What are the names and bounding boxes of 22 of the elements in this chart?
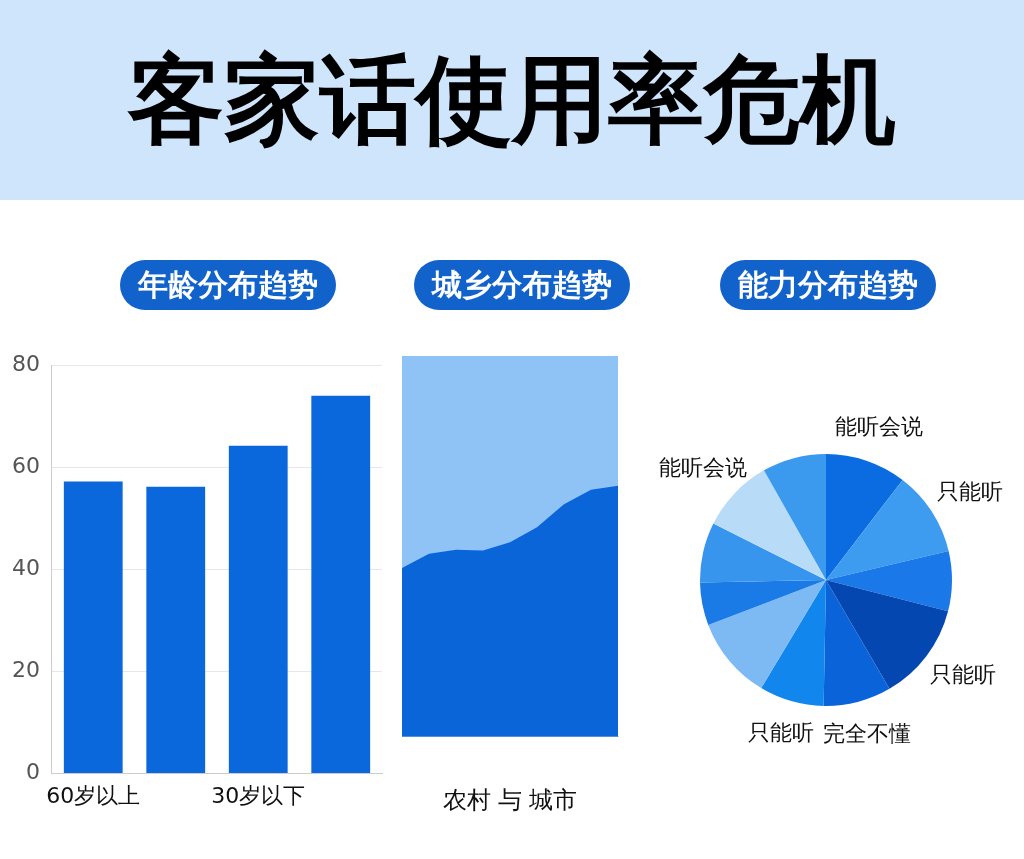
- x-tick-label: 30岁以下: [211, 782, 306, 808]
- y-tick-label: 80: [11, 350, 40, 376]
- bar: [311, 395, 371, 774]
- chart-subtitle: 城乡分布趋势: [414, 260, 630, 310]
- bar: [63, 481, 123, 774]
- bar: [146, 486, 206, 774]
- chart-subtitle: 能力分布趋势: [720, 260, 936, 310]
- slice-label: 完全不懂: [823, 720, 912, 746]
- slice-label: 只能听: [747, 719, 814, 745]
- x-axis-title: 农村 与 城市: [443, 786, 577, 814]
- slice-label: 只能听: [929, 662, 996, 688]
- chart-subtitle: 年龄分布趋势: [120, 260, 336, 310]
- slice-label: 能听会说: [834, 414, 923, 440]
- y-tick-label: 60: [11, 453, 40, 479]
- slice-label: 能听会说: [658, 455, 747, 481]
- bar: [228, 445, 288, 774]
- y-tick-label: 40: [11, 555, 40, 581]
- x-tick-label: 60岁以上: [46, 782, 141, 808]
- chart-title: 客家话使用率危机: [126, 43, 897, 158]
- slice-label: 只能听: [937, 478, 1004, 504]
- y-tick-label: 0: [25, 759, 40, 785]
- y-tick-label: 20: [11, 657, 40, 683]
